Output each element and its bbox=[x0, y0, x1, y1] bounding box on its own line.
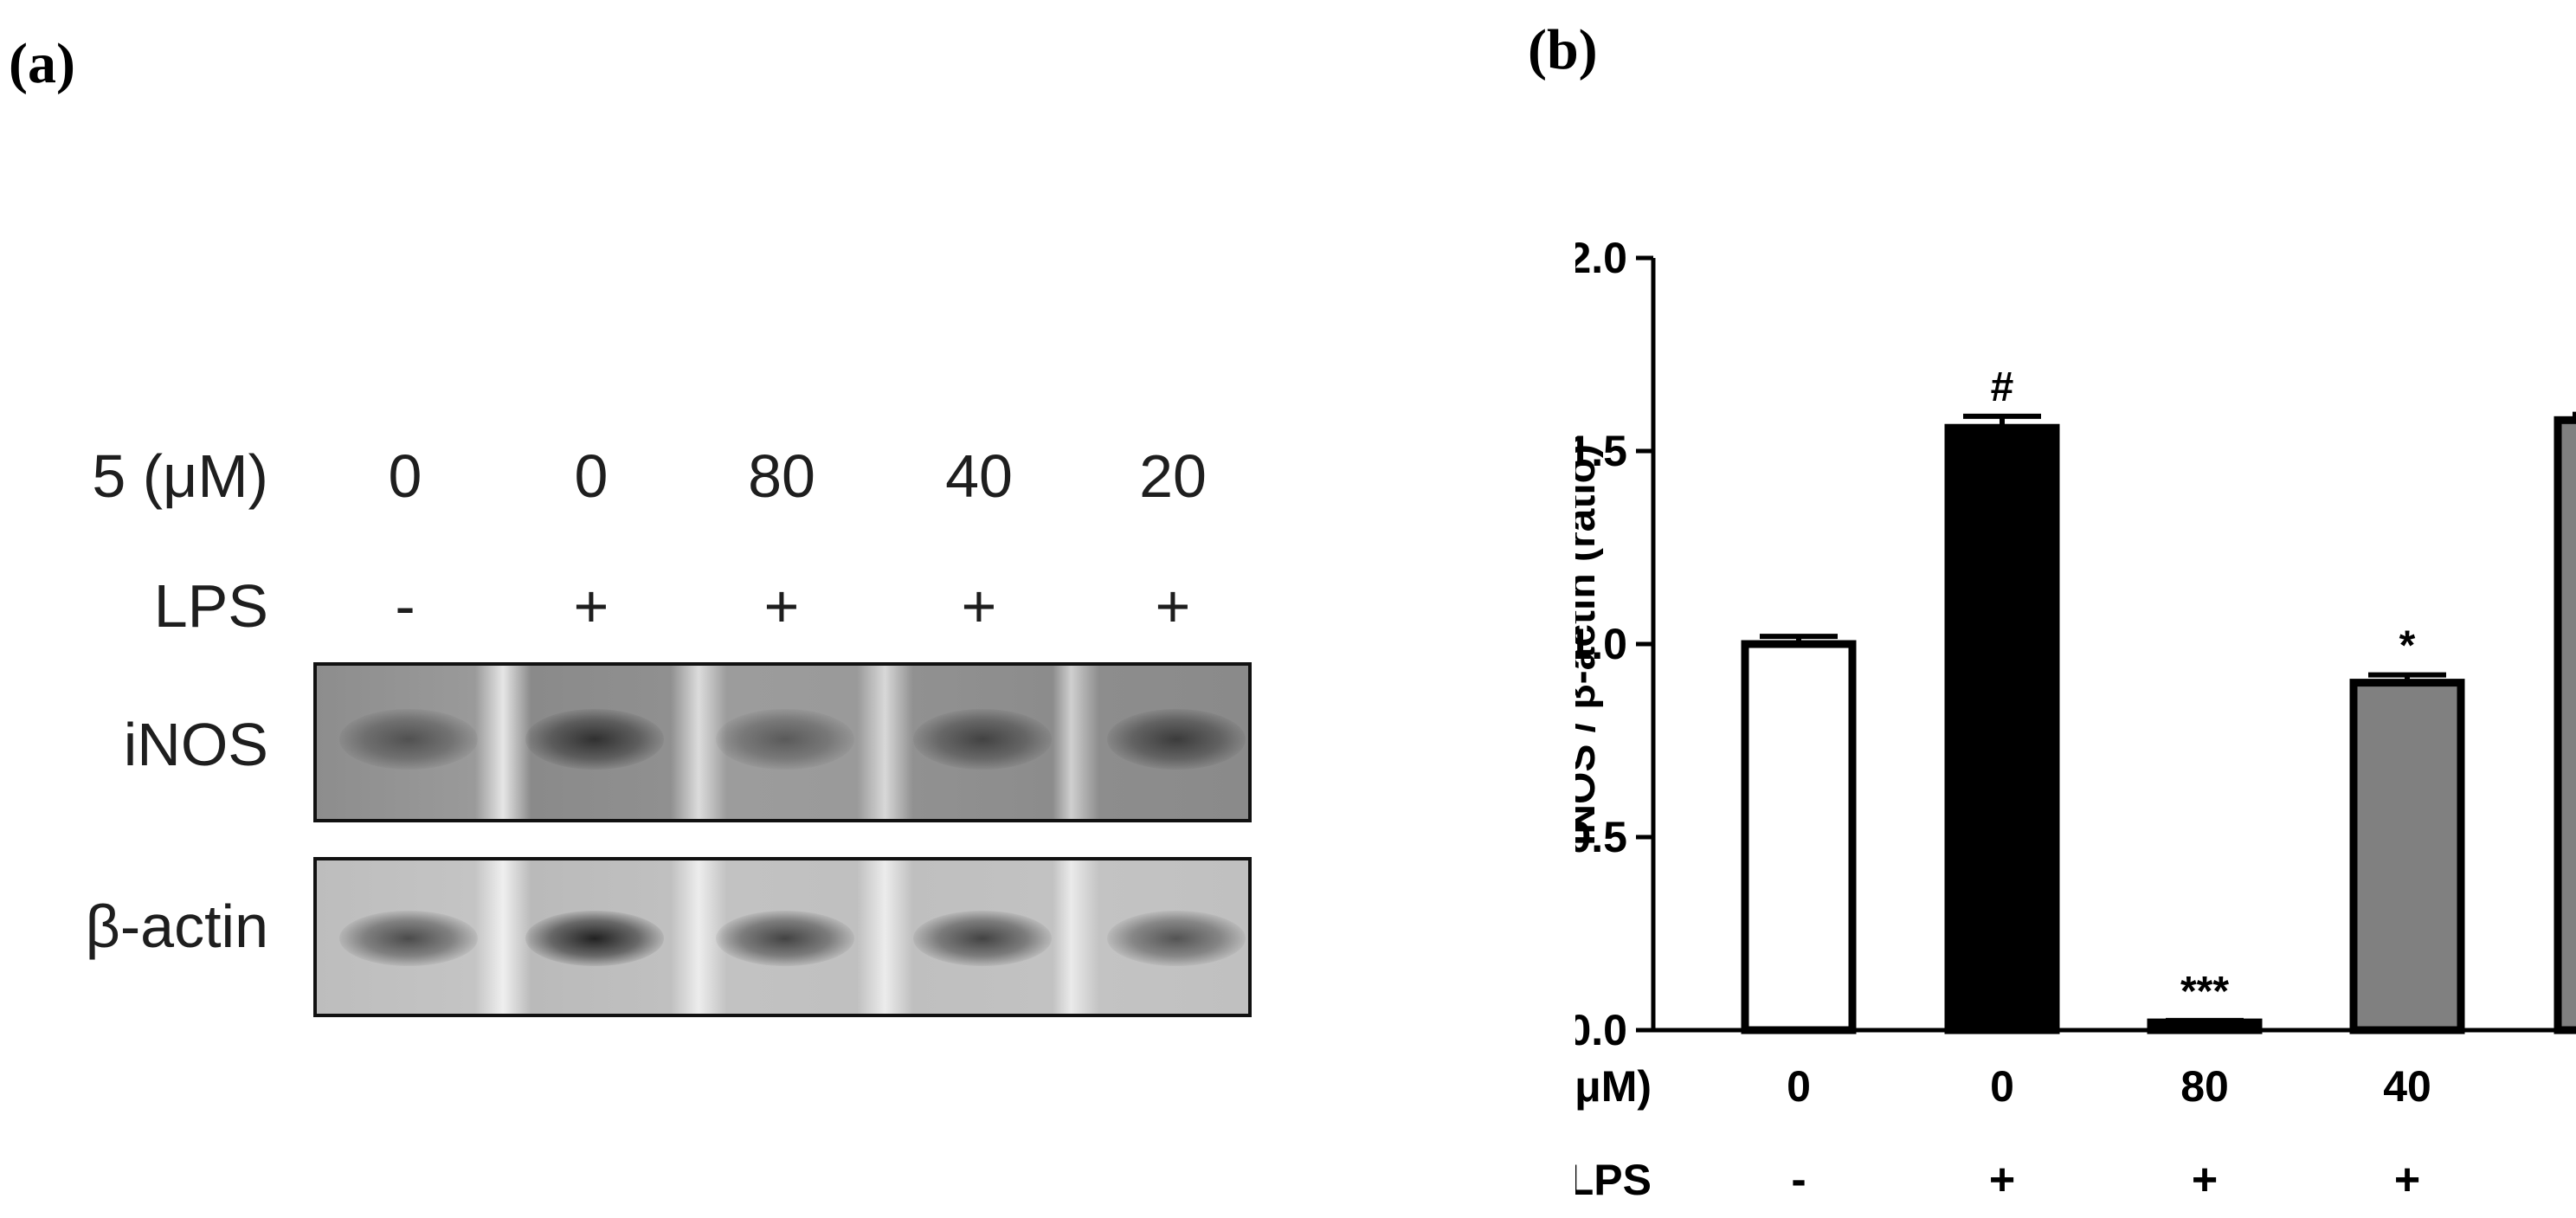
significance-marker: * bbox=[2399, 623, 2416, 669]
blot-band bbox=[716, 911, 854, 966]
blot-band bbox=[913, 911, 1052, 966]
y-axis-title: iNOS / β-actin (ratio) bbox=[1575, 444, 1604, 846]
blot-band bbox=[1107, 709, 1246, 770]
blot-band bbox=[525, 911, 664, 966]
blot-dose-value: 40 bbox=[945, 442, 1013, 510]
panel-label-a: (a) bbox=[9, 32, 75, 95]
x-tick-label: 40 bbox=[2383, 1062, 2431, 1111]
panel-label-b: (b) bbox=[1528, 18, 1598, 81]
lps-label: + bbox=[2192, 1155, 2218, 1205]
y-tick-label: 0.0 bbox=[1575, 1006, 1627, 1054]
bar bbox=[1944, 423, 2060, 1034]
blot-band bbox=[339, 911, 478, 966]
x-row-label-lps: LPS bbox=[1575, 1156, 1652, 1204]
blot-dose-value: 80 bbox=[748, 442, 815, 510]
blot-dose-value: 0 bbox=[388, 442, 422, 510]
y-tick-label: 1.5 bbox=[1575, 427, 1627, 475]
blot-dose-label: 5 (μM) bbox=[92, 442, 268, 510]
blot-lps-value: + bbox=[763, 572, 800, 640]
blot-band bbox=[716, 709, 854, 770]
significance-marker: *** bbox=[2180, 969, 2229, 1015]
blot-row-label-inos: iNOS bbox=[123, 711, 268, 778]
x-tick-label: 0 bbox=[1787, 1062, 1811, 1111]
lps-label: + bbox=[2394, 1155, 2420, 1205]
bar bbox=[1741, 640, 1857, 1034]
significance-marker: # bbox=[1991, 364, 2014, 410]
bar bbox=[2147, 1018, 2263, 1034]
blot-band bbox=[1107, 911, 1246, 966]
y-tick-label: 1.0 bbox=[1575, 620, 1627, 668]
bar bbox=[2553, 416, 2576, 1034]
y-tick-label: 2.0 bbox=[1575, 234, 1627, 282]
blot-band bbox=[339, 709, 478, 770]
blot-row-label-actin: β-actin bbox=[85, 893, 268, 960]
blot-strip-actin bbox=[313, 857, 1252, 1017]
x-row-label-dose: 5 (μM) bbox=[1575, 1062, 1652, 1111]
blot-lps-value: + bbox=[573, 572, 609, 640]
y-tick-label: 0.5 bbox=[1575, 813, 1627, 861]
blot-strip-inos bbox=[313, 662, 1252, 822]
lps-label: - bbox=[1791, 1155, 1806, 1205]
blot-lps-value: + bbox=[1155, 572, 1191, 640]
blot-lps-label: LPS bbox=[153, 572, 268, 640]
blot-dose-value: 20 bbox=[1139, 442, 1207, 510]
bar bbox=[2349, 679, 2465, 1034]
blot-dose-value: 0 bbox=[574, 442, 609, 510]
bar-chart: 0.00.51.01.52.0 #**** 0-0+80+40+20+ iNOS… bbox=[1575, 234, 2576, 1205]
blot-lps-value: - bbox=[395, 572, 415, 640]
blot-band bbox=[913, 709, 1052, 770]
blot-lps-value: + bbox=[961, 572, 997, 640]
x-tick-label: 80 bbox=[2180, 1062, 2229, 1111]
x-tick-label: 0 bbox=[1990, 1062, 2014, 1111]
lps-label: + bbox=[1989, 1155, 2015, 1205]
blot-band bbox=[525, 709, 664, 770]
